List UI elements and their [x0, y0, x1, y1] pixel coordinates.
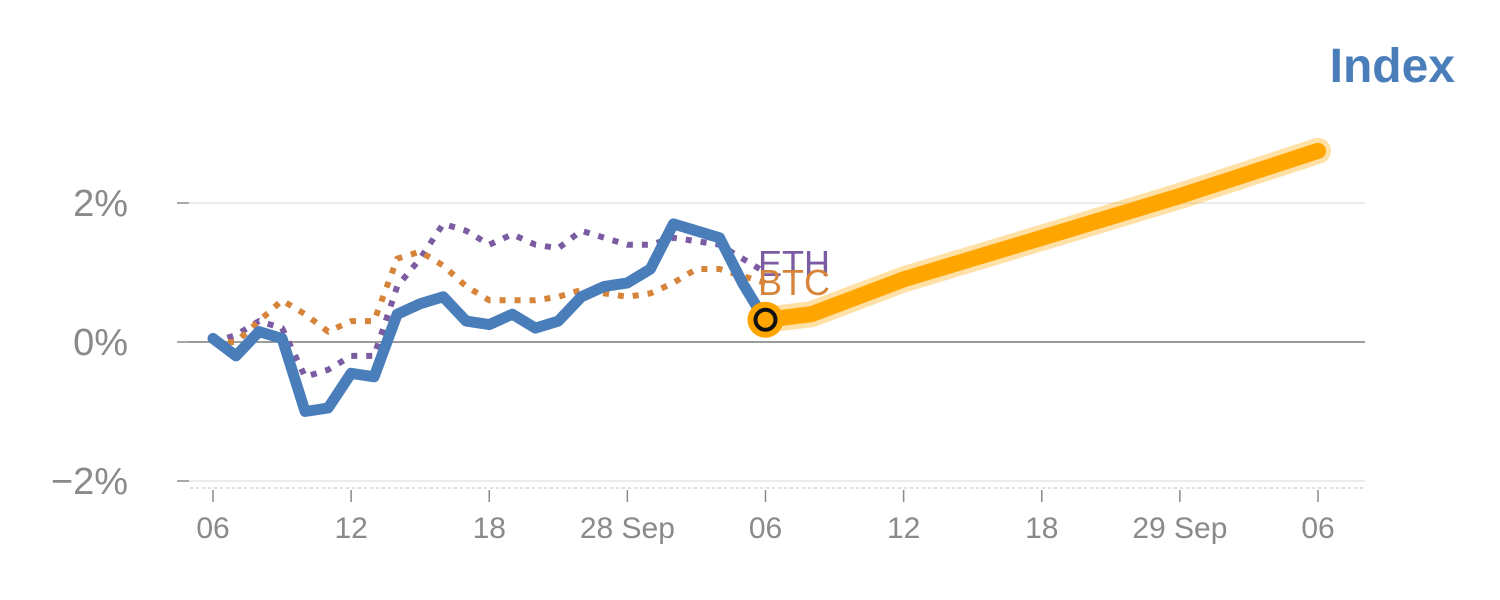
index-line [207, 218, 771, 417]
x-tick-label: 12 [334, 512, 367, 545]
y-tick-label: 2% [73, 183, 128, 225]
x-tick-label: 06 [1301, 512, 1334, 545]
x-tick-label: 06 [196, 512, 229, 545]
y-axis: 2% 0% −2% [51, 183, 189, 503]
current-value-marker [753, 307, 778, 332]
y-tick-label: 0% [73, 322, 128, 364]
x-axis: 06 12 18 28 Sep 06 12 18 29 Sep 06 [190, 487, 1365, 545]
y-tick-label: −2% [51, 461, 128, 503]
x-tick-label: 18 [1025, 512, 1058, 545]
x-tick-label: 12 [887, 512, 920, 545]
series-label-btc: BTC [758, 262, 830, 303]
x-tick-label: 28 Sep [580, 512, 675, 545]
series-label-eth: ETH [758, 243, 830, 284]
eth-line [212, 220, 768, 380]
x-tick-label: 29 Sep [1132, 512, 1227, 545]
projection-line [757, 142, 1326, 328]
chart-title: Index [1330, 40, 1456, 93]
x-tick-label: 18 [473, 512, 506, 545]
btc-line [213, 248, 767, 345]
x-tick-label: 06 [749, 512, 782, 545]
series-lines [207, 137, 1331, 417]
